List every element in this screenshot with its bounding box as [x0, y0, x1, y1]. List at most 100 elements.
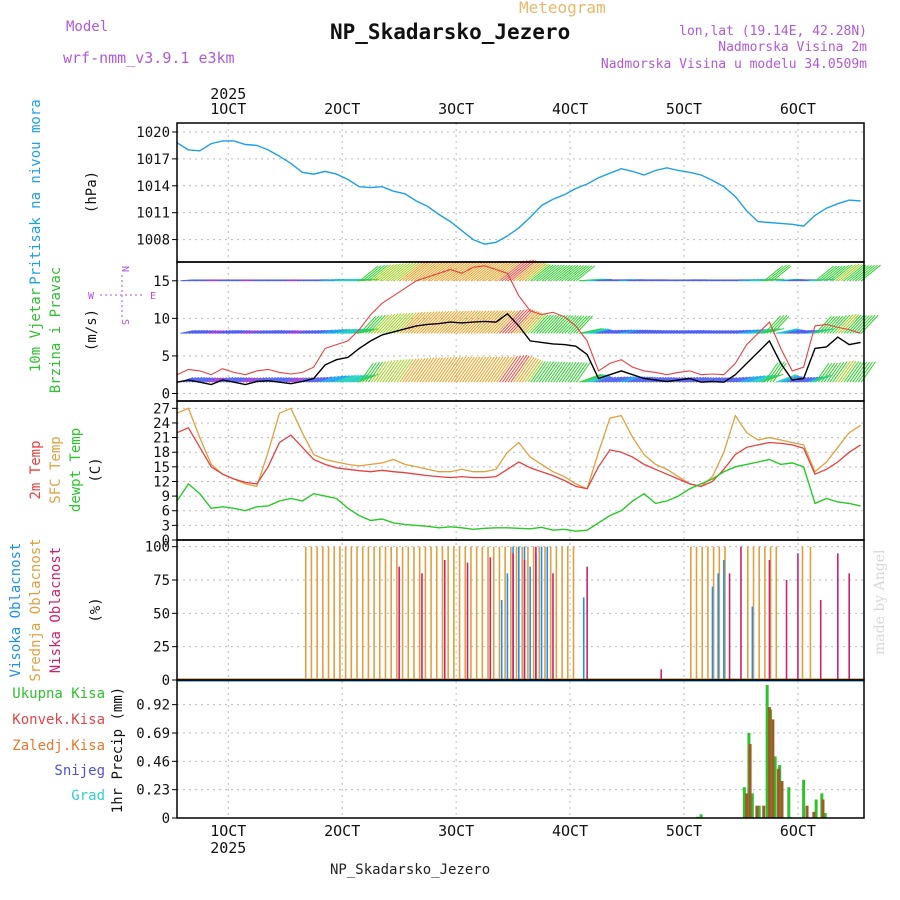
y-tick-label: 0.92: [136, 698, 170, 714]
precip-conv-bar: [748, 744, 752, 818]
wind-barb: [635, 376, 651, 383]
wind-barb: [328, 375, 347, 383]
wind-barb: [547, 361, 563, 383]
y-tick-label: 0.69: [136, 726, 170, 742]
wind-barb: [413, 357, 432, 383]
wind-barb: [516, 261, 541, 282]
wind-barb: [650, 329, 665, 334]
wind-barb: [715, 330, 730, 334]
wind-barb: [564, 362, 580, 383]
wind-barb: [413, 261, 438, 282]
wind-barb: [482, 260, 507, 282]
wind-barb: [367, 361, 384, 383]
wind-barb: [613, 376, 629, 383]
wind-barb: [843, 361, 859, 383]
wind-barb: [735, 329, 752, 334]
wind-barb: [479, 260, 504, 282]
wind-barb: [359, 362, 374, 383]
wind-barb: [798, 376, 813, 383]
wind-barb: [205, 377, 219, 383]
elevation-2m: Nadmorska Visina 2m: [718, 40, 867, 55]
wind-barb: [390, 262, 414, 282]
wind-barb: [556, 265, 576, 282]
wind-barb: [510, 355, 530, 383]
wind-barb: [370, 314, 389, 334]
wind-barb: [641, 329, 657, 334]
precip-total-bar: [814, 799, 818, 818]
wind-barb: [763, 265, 784, 282]
wind-barb: [567, 265, 587, 282]
wind-barb: [829, 361, 845, 383]
wind-barb: [738, 376, 755, 383]
footer-station: NP_Skadarsko_Jezero: [330, 862, 491, 878]
wind-barb: [835, 360, 851, 383]
wind-barb: [200, 377, 213, 383]
wind-barb: [294, 330, 308, 334]
wind-barb: [251, 377, 265, 383]
wind-barb: [410, 311, 432, 334]
wind-barb: [280, 330, 294, 334]
wind-barb: [510, 260, 537, 282]
temp-2m-label: 2m Temp: [28, 440, 44, 499]
wind-barb: [362, 315, 380, 334]
wind-barb: [593, 329, 611, 334]
y-tick-label: 21: [153, 431, 170, 447]
wind-barb: [823, 265, 843, 282]
wind-barb: [416, 261, 441, 282]
wind-barb: [570, 362, 585, 383]
wind-barb: [402, 358, 420, 383]
wind-barb: [385, 359, 402, 383]
wind-barb: [345, 374, 365, 383]
wind-barb: [407, 262, 432, 282]
bottom-x-tick-label: 2OCT: [324, 822, 360, 840]
wind-barb: [473, 260, 499, 282]
top-x-tick-label: 6OCT: [780, 100, 816, 118]
wind-barb: [359, 265, 379, 282]
wind-barb: [675, 330, 690, 334]
wind-barb: [459, 261, 484, 282]
bottom-x-tick-label: 1OCT: [210, 822, 246, 840]
wind-barb: [467, 261, 493, 282]
wind-barb: [390, 312, 411, 334]
wind-gust-line: [176, 265, 861, 376]
wind-barb: [430, 357, 449, 383]
wind-barb: [832, 361, 848, 383]
wind-barb: [470, 356, 490, 383]
wind-barb: [405, 262, 429, 282]
wind-barb: [513, 260, 539, 282]
precip-legend-item: Grad: [71, 788, 105, 804]
wind-barb: [450, 310, 473, 334]
grid-lines: [227, 123, 799, 818]
precip-conv-bar: [745, 793, 749, 818]
wind-barb: [541, 314, 560, 334]
wind-barb: [504, 355, 525, 383]
wind-barb: [718, 330, 732, 334]
wind-barb: [798, 329, 813, 334]
wind-ylabel-1: 10m Vjetar: [28, 288, 44, 372]
wind-barb: [849, 265, 869, 282]
wind-barb: [225, 330, 240, 334]
wind-barb: [621, 376, 638, 383]
wind-ylabel-2: Brzina i Pravac: [48, 267, 64, 393]
wind-barb: [704, 330, 718, 334]
wind-barb: [473, 356, 492, 383]
wind-barb: [521, 312, 542, 334]
y-tick-label: 3: [162, 518, 170, 534]
wind-barb: [707, 330, 721, 334]
wind-barb: [336, 374, 356, 383]
wind-barb: [778, 374, 798, 383]
wind-barb: [407, 358, 426, 383]
wind-barb: [368, 264, 389, 282]
wind-barb: [214, 377, 228, 383]
wind-barb: [832, 264, 853, 282]
wind-barb: [653, 329, 668, 334]
wind-barb: [536, 361, 552, 383]
wind-barb: [422, 357, 441, 383]
y-tick-label: 15: [153, 460, 170, 476]
mid-cloud-bar-group: [304, 546, 812, 680]
y-tick-label: 27: [153, 401, 170, 417]
wind-barb: [260, 330, 274, 334]
precip-conv-bar: [777, 768, 781, 818]
wind-barb: [203, 377, 216, 383]
wind-barb: [581, 328, 605, 334]
